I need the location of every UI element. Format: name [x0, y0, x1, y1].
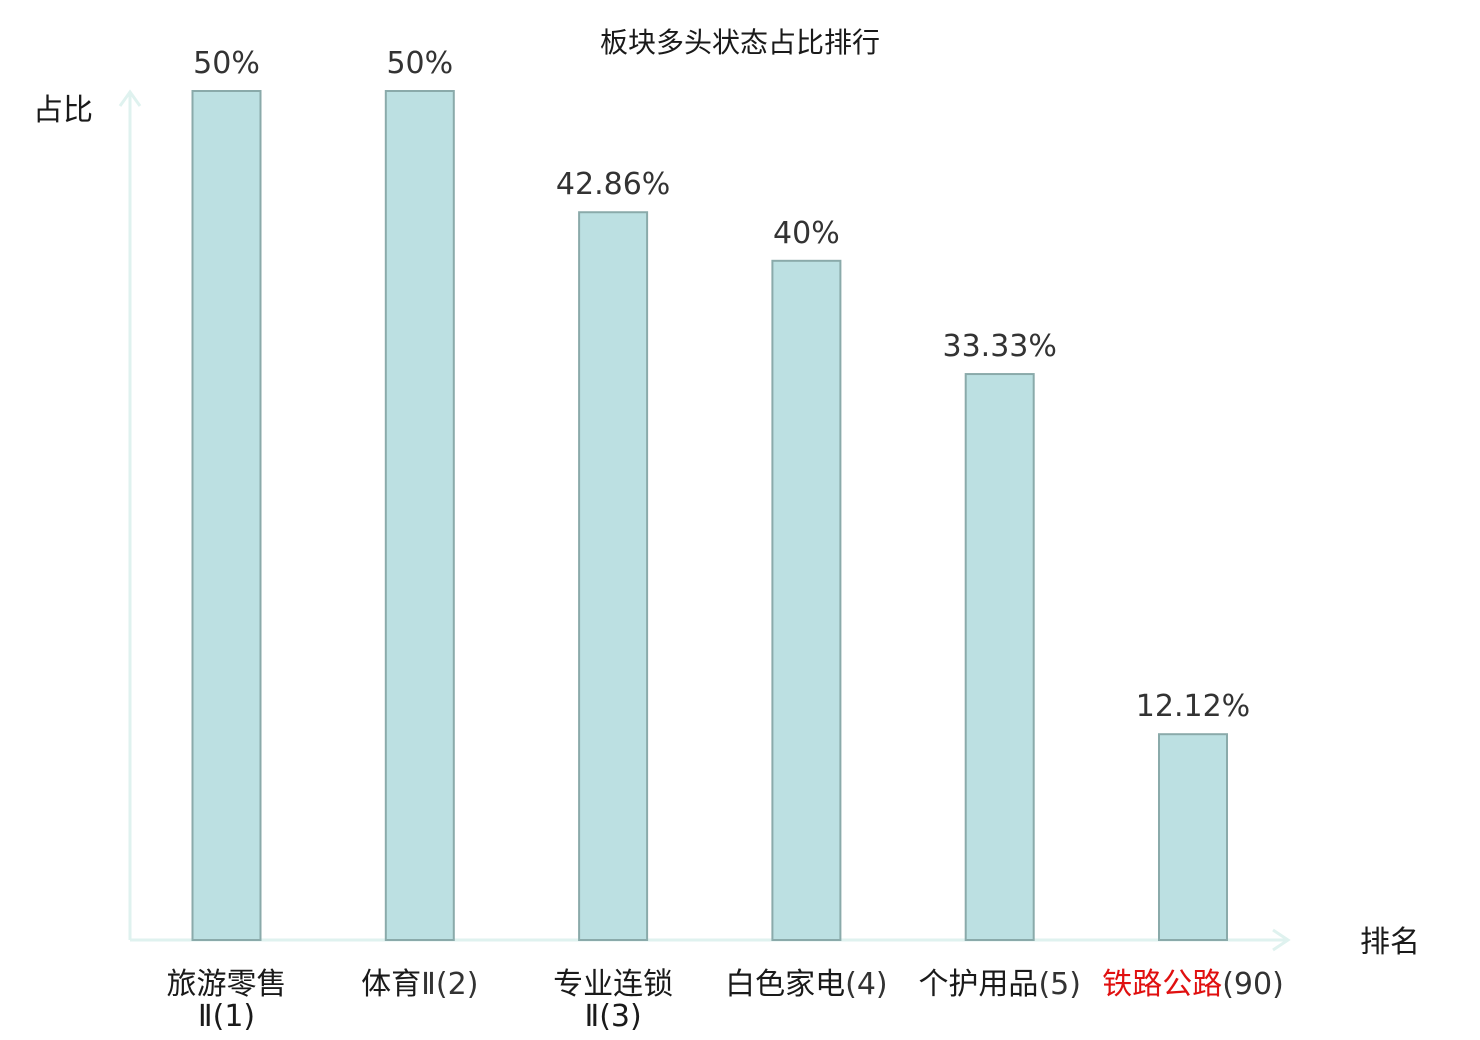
category-name-4: 白色家电 — [725, 967, 845, 1002]
bars — [191, 90, 1228, 942]
category-label-6: 铁路公路(90) — [1102, 967, 1284, 1002]
category-suffix-1: Ⅱ(1) — [198, 999, 255, 1034]
bar-2 — [384, 90, 455, 941]
category-label-2: 体育Ⅱ(2) — [361, 967, 478, 1002]
category-suffix-4: (4) — [845, 967, 888, 1002]
category-suffix-6: (90) — [1222, 967, 1284, 1002]
category-label-1: 旅游零售 — [167, 967, 287, 1002]
category-suffix-5: (5) — [1038, 967, 1081, 1002]
chart-title: 板块多头状态占比排行 — [600, 26, 880, 59]
x-axis-label: 排名 — [1360, 925, 1420, 960]
category-suffix-3: Ⅱ(3) — [584, 999, 641, 1034]
value-label-5: 33.33% — [943, 329, 1057, 364]
value-labels: 50% 50% 42.86% 40% 33.33% 12.12% — [193, 46, 1250, 724]
category-label-3: 专业连锁 — [553, 967, 673, 1002]
x-axis-arrow — [1272, 928, 1291, 952]
axes — [118, 89, 1291, 952]
y-axis-label: 占比 — [33, 93, 93, 128]
category-suffix-2: Ⅱ(2) — [421, 967, 478, 1002]
category-label-4: 白色家电(4) — [725, 967, 888, 1002]
category-label-5: 个护用品(5) — [918, 967, 1080, 1002]
bar-1 — [191, 90, 262, 941]
bar-4 — [771, 259, 842, 941]
value-label-2: 50% — [386, 46, 453, 81]
bar-3 — [578, 211, 649, 942]
bar-6 — [1158, 733, 1228, 941]
value-label-1: 50% — [193, 46, 260, 81]
value-label-6: 12.12% — [1136, 689, 1250, 724]
category-name-6: 铁路公路 — [1102, 967, 1222, 1002]
bar-5 — [964, 373, 1035, 942]
value-label-3: 42.86% — [556, 167, 670, 202]
value-label-4: 40% — [773, 216, 840, 251]
y-axis-arrow — [118, 89, 142, 107]
category-name-2: 体育 — [361, 967, 421, 1002]
category-name-5: 个护用品 — [918, 967, 1038, 1002]
